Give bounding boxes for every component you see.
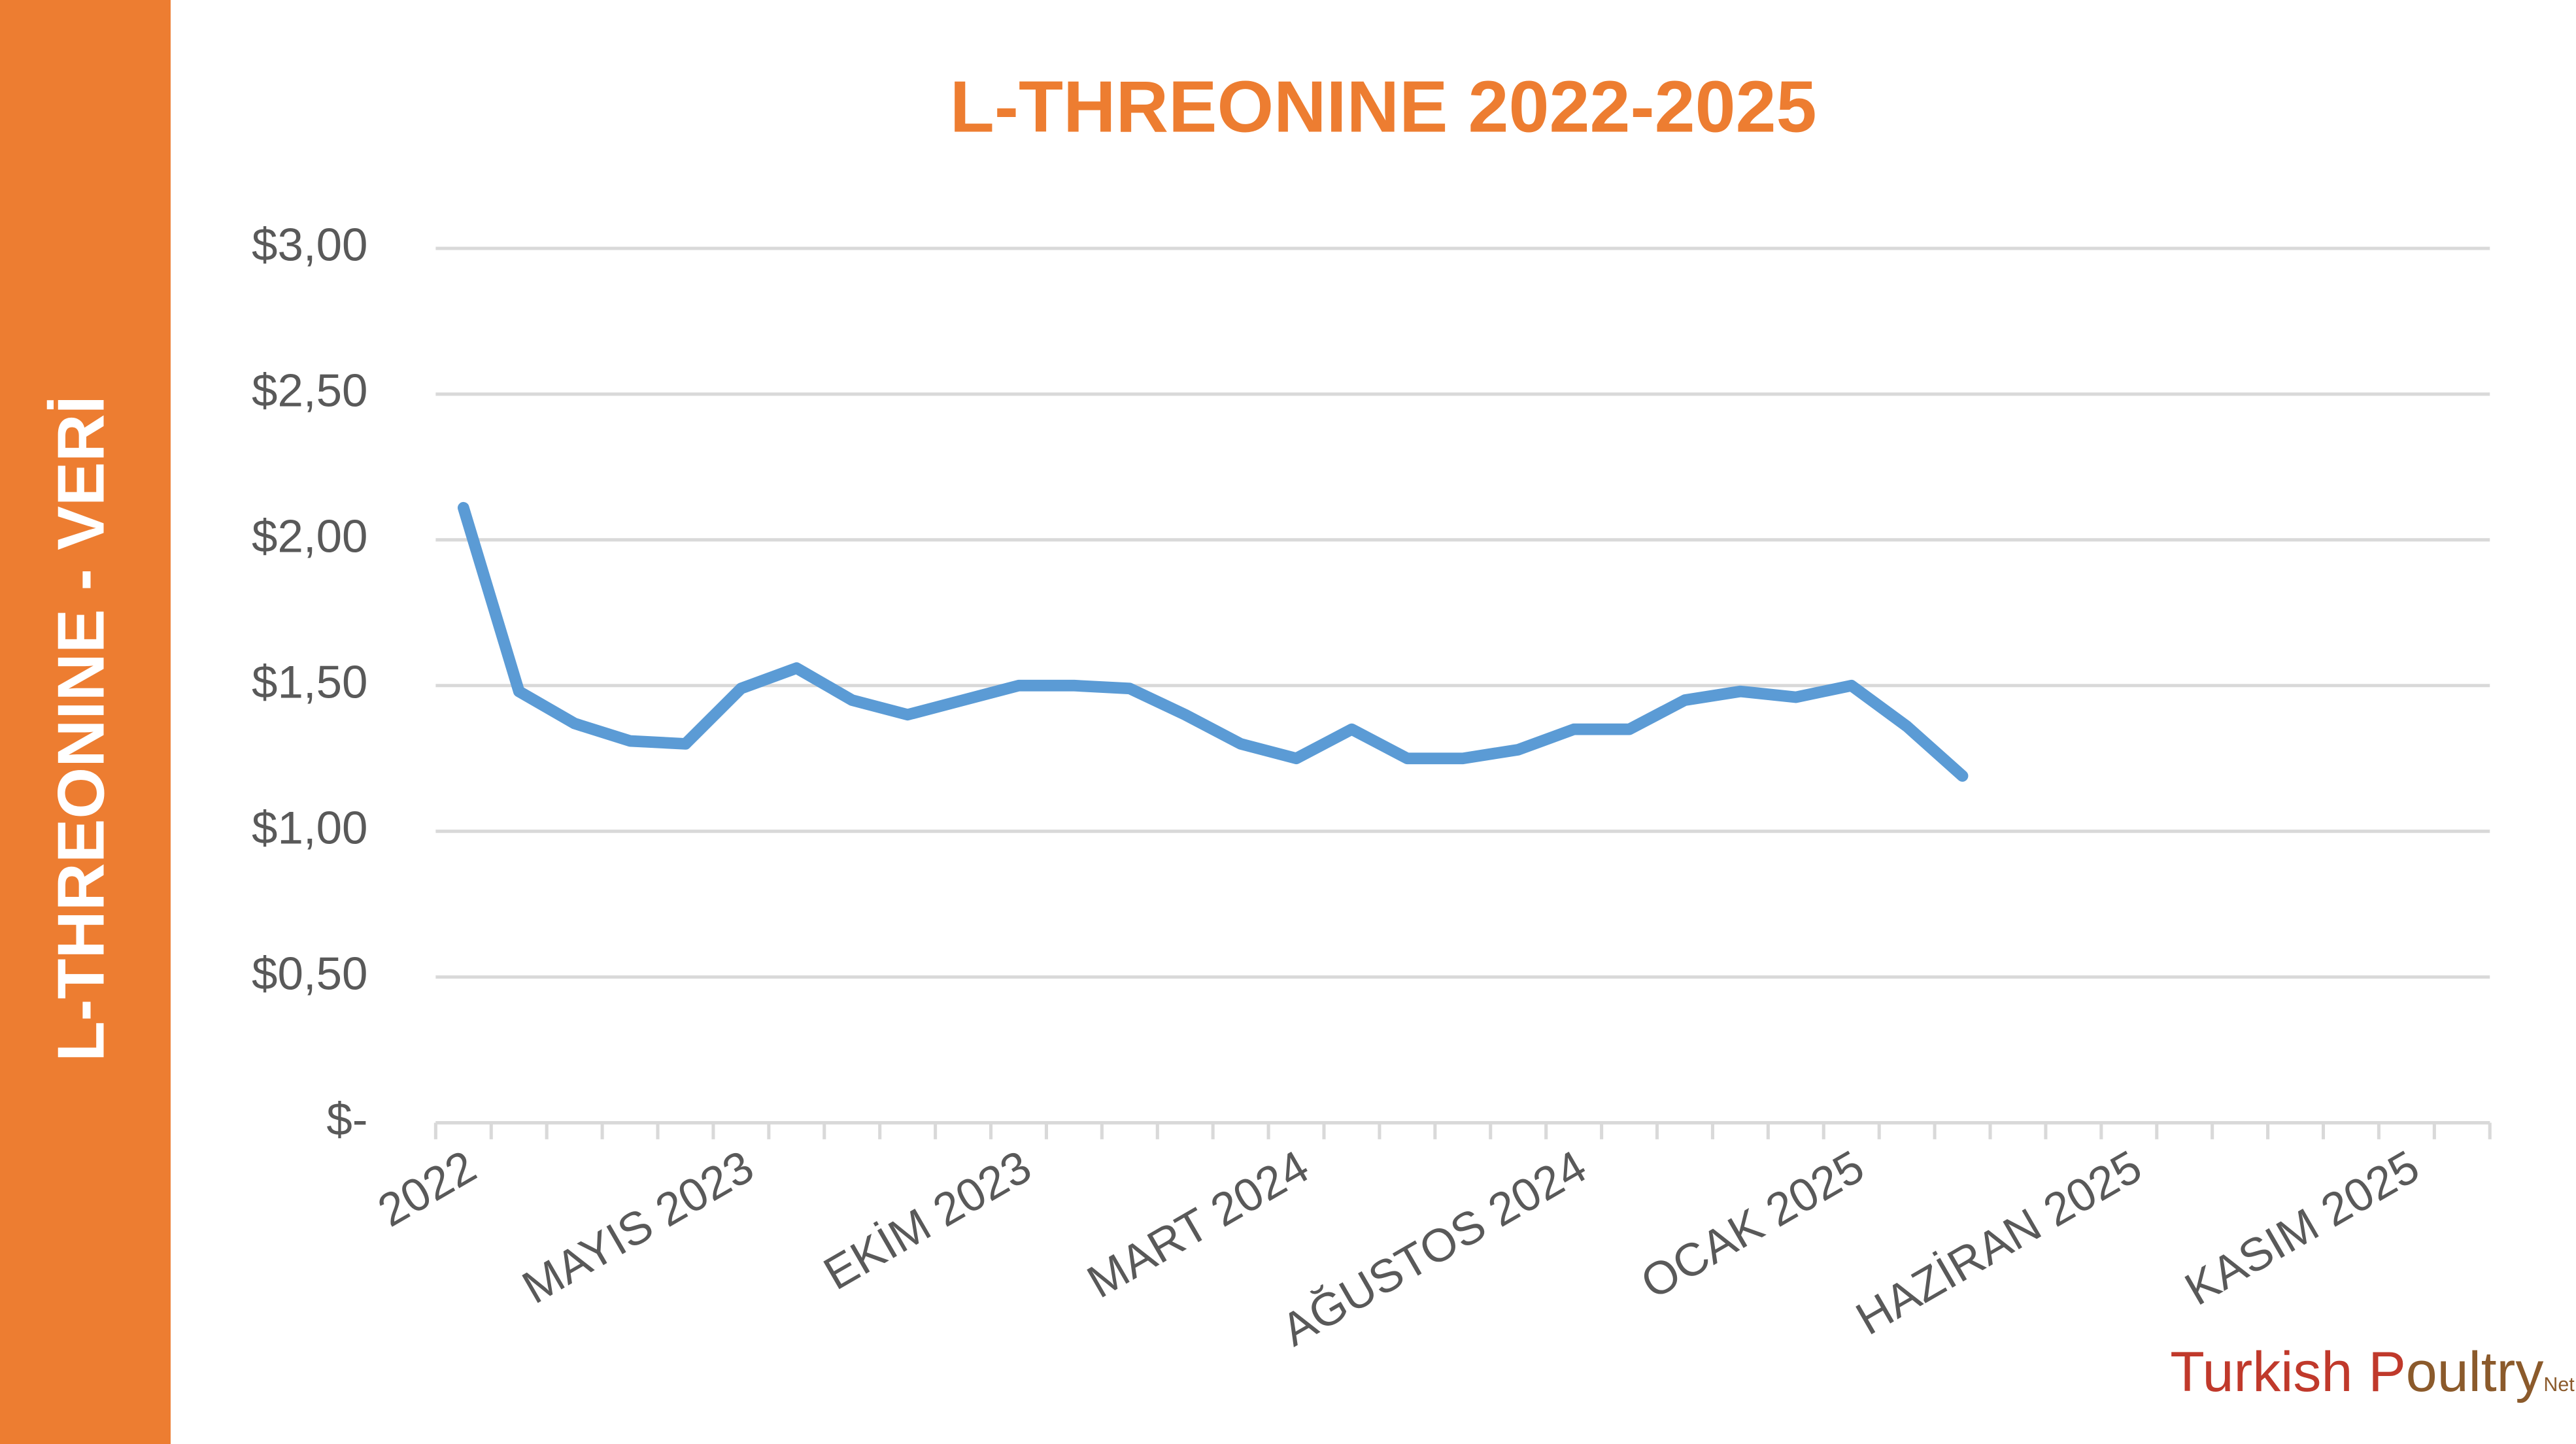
logo-part: Turkish P (2170, 1341, 2406, 1403)
y-tick-label: $0,50 (252, 948, 368, 999)
y-tick-label: $3,00 (252, 220, 368, 271)
x-tick-label: OCAK 2025 (1633, 1141, 1873, 1309)
logo-part: Net (2543, 1373, 2575, 1396)
chart-title: L-THREONINE 2022-2025 (950, 66, 1817, 148)
y-tick-label: $2,50 (252, 365, 368, 417)
y-tick-label: $1,50 (252, 657, 368, 709)
sidebar (0, 0, 171, 1444)
y-tick-label: $1,00 (252, 802, 368, 854)
y-tick-label: $- (326, 1094, 367, 1145)
y-tick-label: $2,00 (252, 511, 368, 563)
x-tick-label: MART 2024 (1079, 1141, 1317, 1308)
line (457, 501, 1969, 782)
x-tick-label: MAYIS 2023 (514, 1141, 762, 1314)
sidebar-title: L-THREONINE - VERİ (44, 395, 118, 1062)
logo: Turkish PoultryNet (2170, 1341, 2575, 1403)
x-tick-label: KASIM 2025 (2177, 1141, 2428, 1315)
x-tick-label: HAZİRAN 2025 (1848, 1141, 2150, 1345)
logo-part: oultry (2406, 1341, 2544, 1403)
x-tick-label: EKİM 2023 (815, 1141, 1040, 1300)
x-tick-label: 2022 (369, 1141, 484, 1237)
x-tick-label: AĞUSTOS 2024 (1273, 1141, 1595, 1356)
